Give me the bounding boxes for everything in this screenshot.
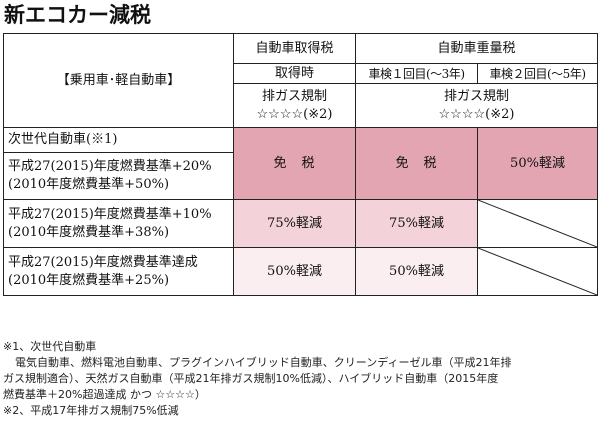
- first-inspection-header: 車検１回目(～3年): [355, 63, 478, 84]
- note2: ※2、平成17年排ガス規制75%低減: [3, 404, 179, 417]
- weight-emission-cell: 排ガス規制 ☆☆☆☆(※2): [354, 83, 599, 128]
- page-title: 新エコカー減税: [4, 3, 151, 27]
- criteria-line: 平成27(2015)年度燃費基準+10%: [8, 206, 212, 222]
- stars-note-label: ☆☆☆☆(※2): [256, 106, 333, 122]
- criteria-line: (2010年度燃費基準+38%): [8, 224, 170, 240]
- row-plus10-acquisition: 75%軽減: [233, 199, 356, 248]
- category-header-cell: 【乗用車･軽自動車】: [3, 33, 234, 128]
- row-plus10-second-not-applicable: [476, 199, 599, 248]
- row-achieved-second-not-applicable: [476, 247, 599, 296]
- eco-car-tax-table: 【乗用車･軽自動車】 自動車取得税 自動車重量税 取得時 車検１回目(～3年) …: [3, 33, 599, 296]
- diagonal-line-icon: [478, 248, 597, 295]
- diagonal-line-icon: [478, 200, 597, 247]
- acquisition-tax-header: 自動車取得税: [233, 33, 356, 64]
- note1-line: 燃費基準＋20%超過達成 かつ ☆☆☆☆）: [3, 388, 206, 401]
- emission-regulation-label: 排ガス規制: [444, 88, 510, 104]
- emission-regulation-label: 排ガス規制: [261, 88, 327, 104]
- category-label: 【乗用車･軽自動車】: [56, 72, 181, 88]
- row-next-gen-first: 免 税: [355, 127, 478, 200]
- row-next-gen-name: 次世代自動車(※1): [3, 127, 234, 153]
- note1-line: ガス規制適合）、天然ガス自動車（平成21年排ガス規制10%低減）、ハイブリッド自…: [3, 372, 499, 385]
- row-achieved-criteria: 平成27(2015)年度燃費基準達成 (2010年度燃費基準+25%): [3, 247, 234, 296]
- criteria-line: (2010年度燃費基準+25%): [8, 272, 170, 288]
- stars-note-label: ☆☆☆☆(※2): [438, 106, 515, 122]
- note1-line: 電気自動車、燃料電池自動車、プラグインハイブリッド自動車、クリーンディーゼル車（…: [15, 356, 512, 369]
- row-next-gen-criteria: 平成27(2015)年度燃費基準+20% (2010年度燃費基準+50%): [3, 152, 234, 200]
- row-achieved-acquisition: 50%軽減: [233, 247, 356, 296]
- criteria-line: 平成27(2015)年度燃費基準+20%: [8, 159, 212, 174]
- weight-tax-header: 自動車重量税: [354, 33, 599, 64]
- criteria-line: (2010年度燃費基準+50%): [8, 177, 170, 192]
- row-plus10-criteria: 平成27(2015)年度燃費基準+10% (2010年度燃費基準+38%): [3, 199, 234, 248]
- row-plus10-first: 75%軽減: [355, 199, 478, 248]
- row-next-gen-acquisition: 免 税: [233, 127, 356, 200]
- row-achieved-first: 50%軽減: [355, 247, 478, 296]
- row-next-gen-second: 50%軽減: [476, 127, 599, 200]
- second-inspection-header: 車検２回目(～5年): [476, 63, 599, 84]
- note1-title: ※1、次世代自動車: [3, 340, 97, 353]
- footnotes: ※1、次世代自動車 電気自動車、燃料電池自動車、プラグインハイブリッド自動車、ク…: [3, 339, 597, 419]
- at-acquisition-header: 取得時: [233, 63, 356, 84]
- acquisition-emission-cell: 排ガス規制 ☆☆☆☆(※2): [233, 83, 356, 128]
- criteria-line: 平成27(2015)年度燃費基準達成: [8, 254, 198, 270]
